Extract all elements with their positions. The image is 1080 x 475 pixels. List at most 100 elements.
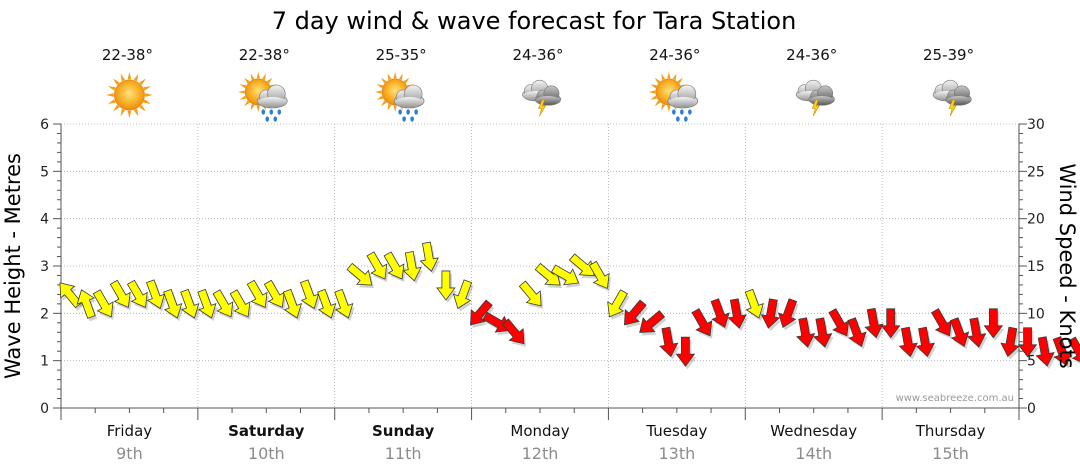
date-label: 12th (522, 444, 559, 463)
left-tick-label: 2 (40, 306, 49, 322)
right-axis-label: Wind Speed - Knots (1055, 163, 1079, 368)
wind-arrow (777, 298, 798, 329)
wind-arrow (1017, 327, 1038, 358)
wind-arrow (180, 288, 200, 319)
left-tick-label: 1 (40, 354, 49, 370)
thunderstorm-icon (932, 79, 972, 117)
wind-arrow (983, 308, 1004, 339)
sun-showers-icon (374, 71, 425, 122)
date-label: 14th (795, 444, 832, 463)
thunderstorm-icon (522, 79, 562, 117)
date-label: 10th (248, 444, 285, 463)
right-tick-label: 0 (1027, 401, 1036, 417)
temperature-label: 24-36° (649, 46, 700, 64)
left-tick-label: 0 (40, 401, 49, 417)
wind-arrow (795, 317, 816, 348)
left-axis-label: Wave Height - Metres (1, 153, 25, 379)
wind-arrow (76, 289, 96, 319)
sun-showers-icon (238, 71, 288, 122)
day-label: Friday (107, 422, 153, 440)
wind-arrow (880, 308, 901, 339)
wind-arrow (146, 279, 166, 310)
wind-arrow (334, 288, 354, 319)
wind-arrow (864, 307, 884, 339)
left-tick-label: 6 (40, 117, 49, 133)
chart-title: 7 day wind & wave forecast for Tara Stat… (272, 7, 797, 35)
wind-arrow (470, 299, 493, 326)
wind-arrow (126, 279, 148, 308)
temperature-label: 25-35° (376, 46, 427, 64)
wind-arrow (212, 289, 234, 318)
wind-arrow (568, 253, 595, 277)
wind-arrow (282, 288, 303, 319)
wind-arrow (691, 308, 713, 337)
wind-arrow (550, 264, 580, 286)
wind-arrow (246, 279, 268, 308)
temperature-label: 25-39° (923, 46, 974, 64)
day-label: Saturday (228, 422, 305, 440)
wind-arrow (229, 289, 251, 318)
wind-arrow (383, 251, 405, 280)
temperature-row: 22-38° 22-38° 25-35° 24-36° 24-36° 24-36° 25-3… (102, 46, 974, 64)
right-tick-label: 30 (1027, 117, 1045, 133)
wind-arrow (744, 288, 764, 319)
wind-arrows (59, 241, 1080, 370)
wind-arrow (813, 317, 833, 348)
credit-text: www.seabreeze.com.au (896, 393, 1014, 404)
temperature-label: 22-38° (239, 46, 290, 64)
date-label: 9th (116, 444, 143, 463)
x-axis-ticks (60, 408, 1020, 420)
wind-arrow (366, 251, 388, 280)
wind-arrow (299, 279, 320, 310)
right-tick-label: 25 (1027, 164, 1045, 180)
wind-arrow (163, 288, 183, 319)
left-tick-label: 4 (40, 212, 49, 228)
wind-arrow (950, 317, 970, 347)
day-label: Sunday (372, 422, 435, 440)
day-label: Tuesday (645, 422, 707, 440)
wind-arrow (659, 326, 679, 358)
wind-arrow (1052, 336, 1072, 366)
wind-arrow (92, 289, 114, 318)
wind-arrow (710, 298, 730, 329)
temperature-label: 24-36° (512, 46, 563, 64)
wind-arrow (501, 318, 525, 345)
wind-arrow (967, 317, 987, 348)
sunny-icon (106, 71, 153, 119)
wind-arrow (402, 251, 422, 282)
wind-arrow (518, 280, 542, 307)
thunderstorm-icon (795, 79, 835, 117)
left-y-axis: 0 1 2 3 4 5 6 (40, 117, 61, 417)
wind-arrow (727, 298, 747, 329)
wind-arrow (915, 326, 936, 358)
wind-arrow (675, 336, 696, 367)
wind-arrow (1035, 336, 1055, 367)
weather-icon-row (106, 71, 972, 122)
wind-arrow (346, 262, 373, 286)
left-tick-label: 3 (40, 259, 49, 275)
date-label: 11th (385, 444, 422, 463)
temperature-label: 24-36° (786, 46, 837, 64)
right-tick-label: 20 (1027, 212, 1045, 228)
left-tick-label: 5 (40, 164, 49, 180)
temperature-label: 22-38° (102, 46, 153, 64)
wind-arrow (482, 311, 511, 333)
wind-arrow (317, 288, 337, 319)
wind-arrow (760, 298, 781, 329)
right-tick-label: 15 (1027, 259, 1045, 275)
wind-arrow (419, 241, 439, 272)
wind-arrow (436, 270, 456, 301)
day-labels: Friday 9th Saturday 10th Sunday 11th Monday 12t… (107, 422, 986, 463)
plot-area: 0 1 2 3 4 5 6 0 5 10 15 20 25 30 www.seabreeze.com.a… (40, 117, 1080, 420)
wind-arrow (1000, 326, 1020, 358)
day-label: Thursday (915, 422, 986, 440)
right-y-axis: 0 5 10 15 20 25 30 (1019, 117, 1045, 417)
day-label: Monday (510, 422, 569, 440)
right-tick-label: 5 (1027, 354, 1036, 370)
wind-arrow (197, 288, 217, 319)
wind-arrow (898, 326, 918, 358)
day-label: Wednesday (770, 422, 857, 440)
sun-showers-icon (648, 71, 699, 122)
right-tick-label: 10 (1027, 306, 1045, 322)
